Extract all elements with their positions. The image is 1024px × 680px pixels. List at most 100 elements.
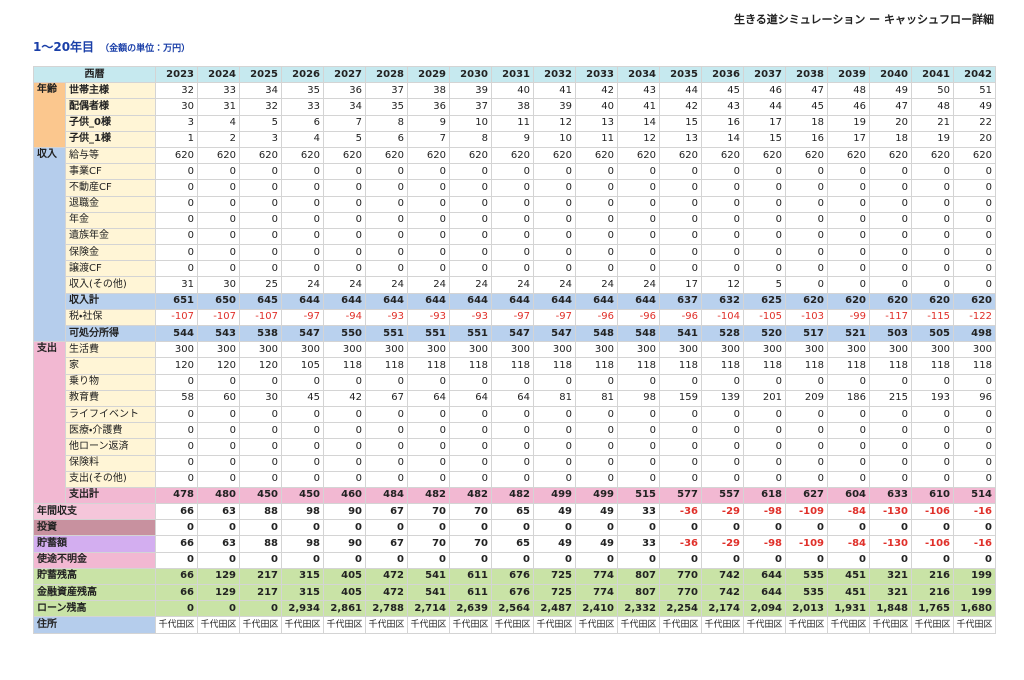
value-cell: 0	[281, 227, 324, 246]
value-cell: 0	[491, 551, 534, 569]
value-cell: 620	[827, 146, 870, 165]
value-cell: 0	[155, 163, 198, 181]
value-cell: 618	[743, 486, 786, 505]
value-cell: 0	[953, 211, 996, 229]
value-cell: 300	[785, 341, 828, 359]
row-label: 不動産CF	[65, 179, 156, 197]
value-cell: 0	[491, 179, 534, 197]
row-label: 家	[65, 357, 156, 375]
value-cell: 0	[575, 211, 618, 229]
value-cell: 118	[869, 357, 912, 375]
value-cell: 0	[911, 227, 954, 246]
value-cell: -106	[911, 535, 954, 553]
value-cell: 627	[785, 486, 828, 505]
data-row: 支出計 478 480 450 450 460 484 482 482 482 499 499 515 5…	[34, 486, 996, 505]
value-cell: 8	[365, 114, 408, 132]
value-cell: 505	[911, 324, 954, 343]
value-cell: 18	[869, 130, 912, 148]
value-cell: 49	[575, 503, 618, 521]
value-cell: 0	[533, 470, 576, 488]
value-cell: 0	[659, 519, 702, 537]
value-cell: 0	[533, 519, 576, 537]
value-cell: 0	[533, 211, 576, 229]
value-cell: 118	[491, 357, 534, 375]
value-cell: 0	[365, 470, 408, 488]
value-cell: 676	[491, 583, 534, 602]
data-row: 子供_0様 3 4 5 6 7 8 9 10 11 12 13 14 15 16 17 18 19 20 21 22	[34, 114, 996, 132]
value-cell: 0	[407, 405, 450, 424]
value-cell: 0	[407, 260, 450, 278]
value-cell: 0	[365, 405, 408, 424]
data-row: 保険金 0 0 0 0 0 0 0 0 0 0 0 0 0 0 0 0 0 0 0 0	[34, 244, 996, 262]
value-cell: 118	[785, 357, 828, 375]
value-cell: 0	[575, 438, 618, 456]
value-cell: 1,765	[911, 600, 954, 618]
value-cell: 0	[953, 163, 996, 181]
value-cell: 611	[449, 567, 492, 586]
value-cell: 0	[743, 438, 786, 456]
value-cell: -97	[533, 308, 576, 327]
value-cell: 199	[953, 583, 996, 602]
value-cell: 0	[323, 405, 366, 424]
value-cell: 300	[407, 341, 450, 359]
value-cell: -16	[953, 535, 996, 553]
row-label: 保険料	[65, 454, 156, 472]
value-cell: 25	[239, 276, 282, 294]
value-cell: 0	[533, 551, 576, 569]
value-cell: 0	[827, 470, 870, 488]
value-cell: 0	[953, 438, 996, 456]
value-cell: 0	[323, 519, 366, 537]
value-cell: 0	[533, 373, 576, 391]
value-cell: 557	[701, 486, 744, 505]
row-label: 事業CF	[65, 163, 156, 181]
value-cell: 484	[365, 486, 408, 505]
value-cell: 0	[365, 244, 408, 262]
value-cell: 0	[701, 260, 744, 278]
value-cell: 65	[491, 503, 534, 521]
value-cell: 0	[869, 438, 912, 456]
value-cell: 0	[491, 373, 534, 391]
value-cell: 0	[869, 422, 912, 440]
value-cell: 644	[743, 583, 786, 602]
year-header: 2032	[533, 65, 576, 84]
data-row: 事業CF 0 0 0 0 0 0 0 0 0 0 0 0 0 0 0 0 0 0 0 0	[34, 163, 996, 181]
value-cell: -97	[281, 308, 324, 327]
value-cell: 0	[239, 244, 282, 262]
value-cell: 38	[407, 82, 450, 100]
value-cell: 2,788	[365, 600, 408, 618]
value-cell: 39	[449, 82, 492, 100]
value-cell: 0	[911, 373, 954, 391]
value-cell: 620	[407, 146, 450, 165]
value-cell: 46	[743, 82, 786, 100]
value-cell: 千代田区	[449, 616, 492, 634]
value-cell: 547	[491, 324, 534, 343]
value-cell: 2,564	[491, 600, 534, 618]
value-cell: 0	[575, 179, 618, 197]
value-cell: 0	[239, 179, 282, 197]
value-cell: 0	[785, 519, 828, 537]
year-header: 2035	[659, 65, 702, 84]
value-cell: 535	[785, 567, 828, 586]
value-cell: 42	[323, 389, 366, 407]
value-cell: 472	[365, 567, 408, 586]
value-cell: -130	[869, 503, 912, 521]
value-cell: 118	[827, 357, 870, 375]
value-cell: 0	[197, 405, 240, 424]
data-row: 収入(その他) 31 30 25 24 24 24 24 24 24 24 24 24 17 12 5 0 0 0 0…	[34, 276, 996, 294]
value-cell: 0	[953, 260, 996, 278]
value-cell: 215	[869, 389, 912, 407]
value-cell: 0	[617, 551, 660, 569]
value-cell: 12	[533, 114, 576, 132]
value-cell: 0	[449, 405, 492, 424]
value-cell: 0	[827, 519, 870, 537]
value-cell: 0	[953, 422, 996, 440]
value-cell: 98	[281, 535, 324, 553]
value-cell: 0	[197, 211, 240, 229]
summary-row: ローン残高 0 0 0 2,934 2,861 2,788 2,714 2,639 2,564 2,…	[33, 600, 996, 618]
data-row: 医療・介護費 0 0 0 0 0 0 0 0 0 0 0 0 0 0 0 0 0 0 0 0	[34, 422, 996, 440]
value-cell: 0	[869, 276, 912, 294]
value-cell: 807	[617, 567, 660, 586]
value-cell: 0	[953, 276, 996, 294]
value-cell: 0	[449, 211, 492, 229]
value-cell: 0	[743, 454, 786, 472]
